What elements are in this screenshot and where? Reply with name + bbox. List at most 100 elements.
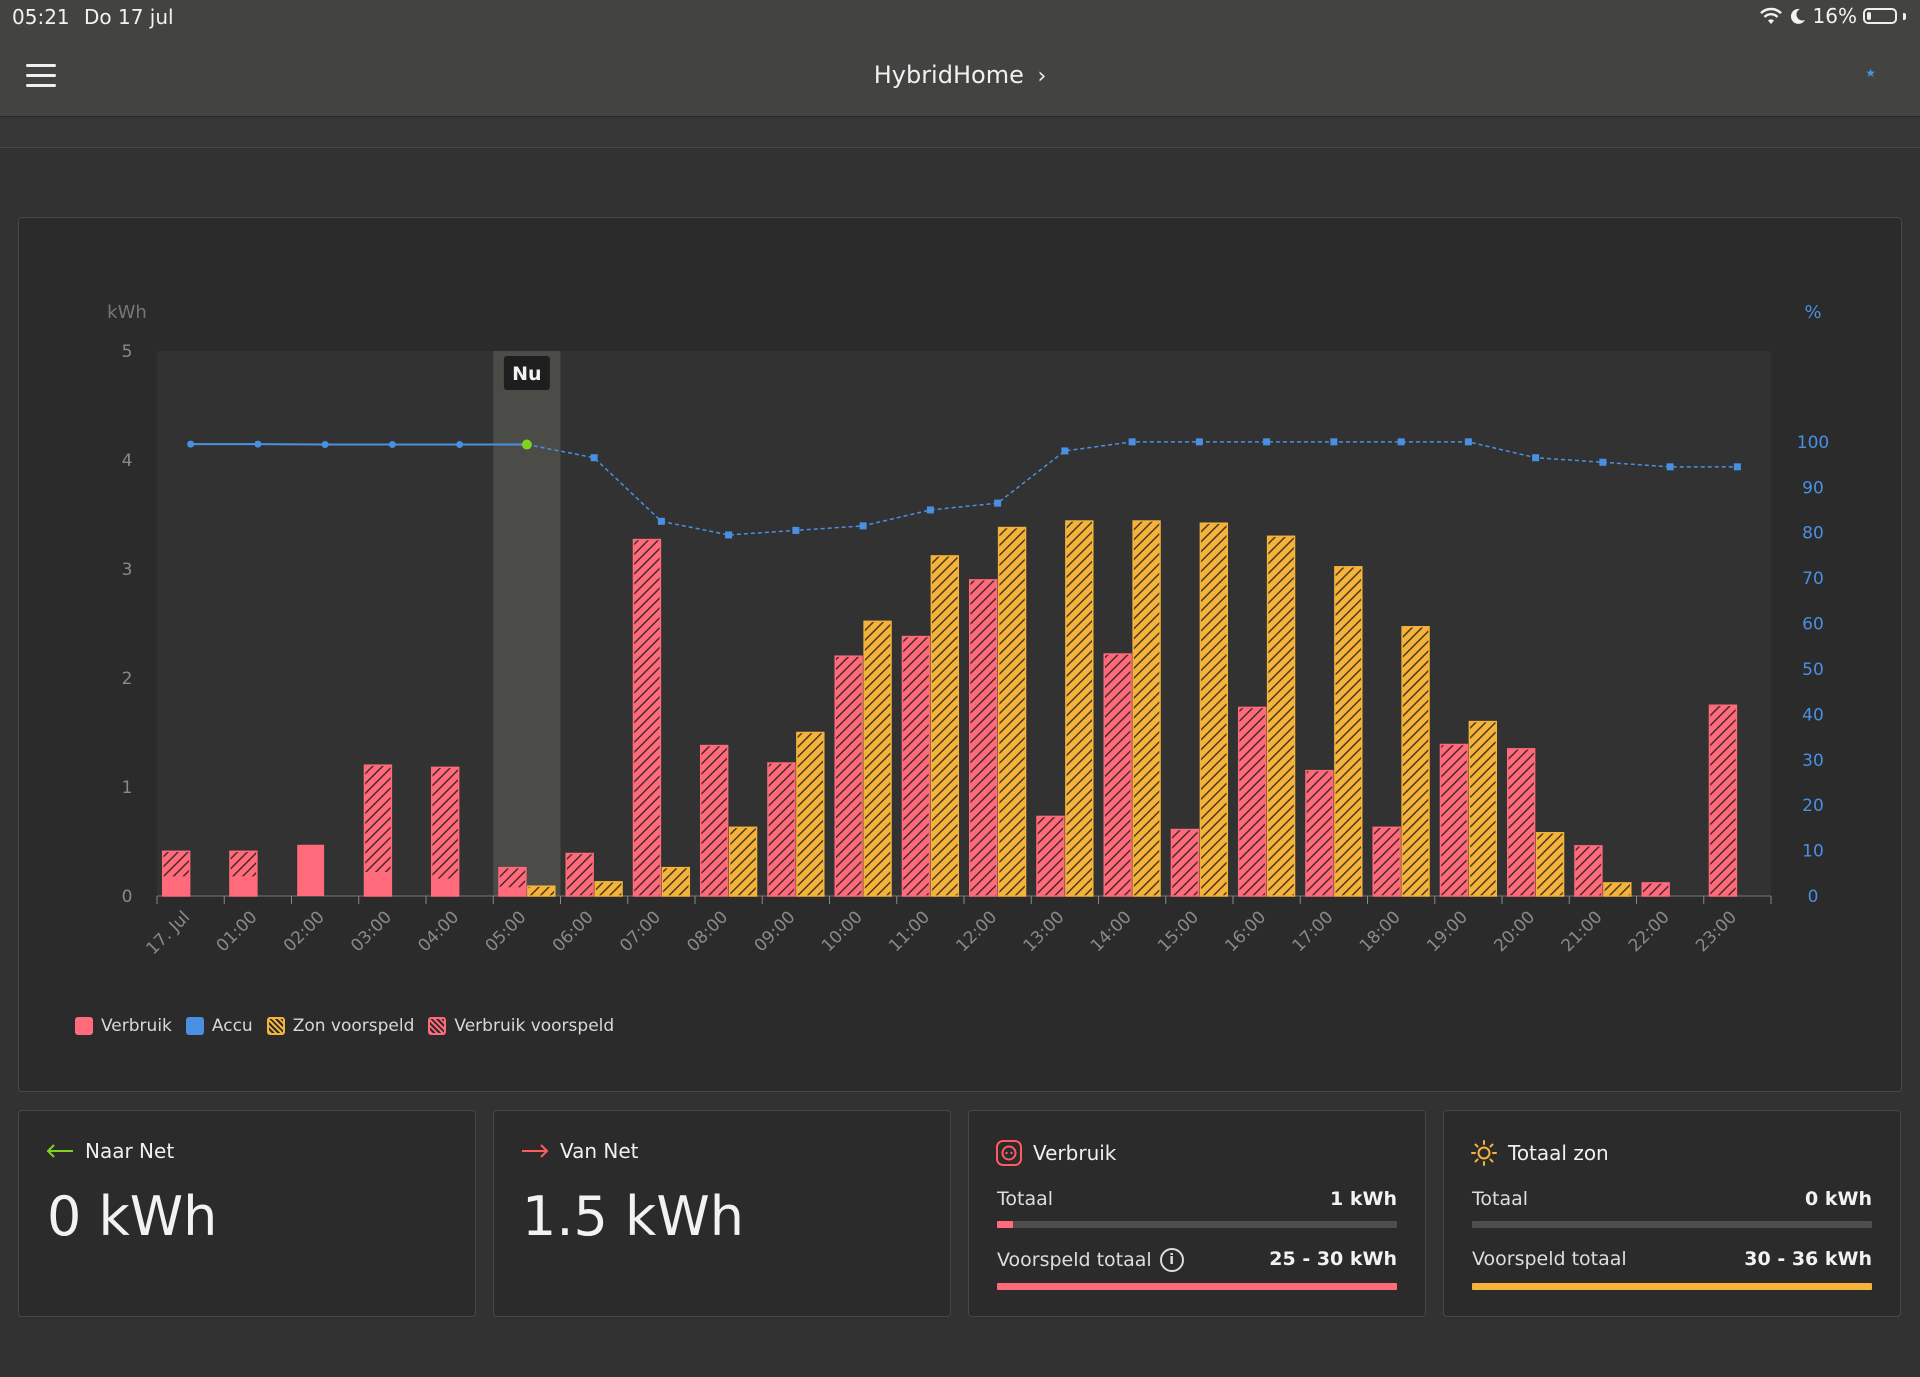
accu-point-forecast	[926, 506, 934, 514]
arrow-left-icon	[46, 1144, 73, 1158]
y-tick-left: 0	[122, 887, 133, 907]
bar-verbruik	[297, 844, 325, 896]
x-tick-label: 18:00	[1356, 907, 1405, 956]
accu-point	[187, 440, 195, 448]
wifi-icon	[1759, 7, 1782, 24]
bar-zon-voorspeld	[661, 866, 691, 897]
bar-zon-voorspeld	[997, 526, 1027, 897]
y-tick-right: 20	[1802, 796, 1824, 816]
sub-header	[0, 117, 1920, 148]
van-net-value: 1.5 kWh	[522, 1185, 744, 1248]
bar-zon-voorspeld	[796, 731, 825, 897]
bar-zon-voorspeld	[1401, 626, 1430, 897]
legend-item[interactable]: Verbruik voorspeld	[428, 1016, 614, 1036]
bar-zon-voorspeld	[527, 885, 556, 897]
card-title-naar-net: Naar Net	[85, 1139, 175, 1163]
y-tick-right: 30	[1802, 751, 1824, 771]
legend-label: Verbruik	[101, 1016, 172, 1036]
verbruik-voorspeld-value: 25 - 30 kWh	[1269, 1248, 1397, 1270]
y-tick-left: 1	[122, 778, 133, 798]
x-tick-label: 19:00	[1423, 907, 1472, 956]
accu-point	[456, 441, 464, 449]
bar-verbruik-voorspeld	[1103, 653, 1132, 897]
accu-point-forecast	[1599, 458, 1607, 466]
x-tick-label: 20:00	[1490, 907, 1539, 956]
accu-point-forecast	[725, 531, 733, 539]
chart-legend: Verbruik Accu Zon voorspeld Verbruik voorsp…	[75, 1016, 614, 1036]
accu-point-forecast	[1061, 447, 1069, 455]
bar-verbruik-voorspeld	[1641, 882, 1670, 897]
y-axis-right-unit: %	[1804, 302, 1821, 323]
legend-swatch	[428, 1017, 447, 1035]
zon-totaal-row: Totaal 0 kWh	[1472, 1188, 1872, 1210]
card-title-verbruik: Verbruik	[1033, 1141, 1117, 1165]
bar-zon-voorspeld	[1468, 720, 1498, 897]
page-title-label: HybridHome	[873, 61, 1024, 89]
bar-zon-voorspeld	[930, 555, 960, 897]
accu-point-forecast	[1733, 463, 1741, 471]
hamburger-menu-icon[interactable]	[26, 64, 56, 88]
x-tick-label: 12:00	[952, 907, 1001, 956]
energy-chart[interactable]: Nu kWh 0 1 2 3 4 5% 0 10 20 30 40 50 60 70 80 90 100 17. Ju…	[19, 218, 1903, 998]
x-tick-label: 09:00	[751, 907, 800, 956]
y-tick-right: 60	[1802, 615, 1824, 635]
x-tick-label: 17:00	[1289, 907, 1338, 956]
x-tick-label: 15:00	[1154, 907, 1203, 956]
bar-verbruik	[498, 887, 526, 896]
accu-point-now	[521, 439, 532, 450]
verbruik-totaal-bar-fill	[997, 1221, 1013, 1228]
y-tick-right: 100	[1797, 433, 1829, 453]
x-tick-label: 16:00	[1221, 907, 1270, 956]
x-tick-label: 10:00	[818, 907, 867, 956]
legend-item[interactable]: Verbruik	[75, 1016, 172, 1036]
bar-zon-voorspeld	[1603, 882, 1632, 897]
card-van-net: Van Net 1.5 kWh	[493, 1110, 951, 1317]
bar-zon-voorspeld	[594, 881, 623, 897]
y-tick-right: 0	[1808, 887, 1819, 907]
bar-verbruik-voorspeld	[1305, 769, 1334, 897]
bar-verbruik-voorspeld	[699, 744, 729, 897]
accu-point-forecast	[657, 517, 665, 525]
accu-point	[254, 440, 262, 448]
x-tick-label: 03:00	[347, 907, 396, 956]
accu-point-forecast	[1128, 438, 1136, 446]
y-tick-right: 90	[1802, 478, 1824, 498]
bar-zon-voorspeld	[1065, 520, 1094, 897]
energy-chart-card: Nu kWh 0 1 2 3 4 5% 0 10 20 30 40 50 60 70 80 90 100 17. Ju…	[18, 217, 1902, 1092]
bar-verbruik	[364, 872, 392, 896]
y-tick-right: 70	[1802, 569, 1824, 589]
accu-point-forecast	[1532, 454, 1540, 462]
zon-totaal-bar	[1472, 1221, 1872, 1228]
bar-zon-voorspeld	[863, 620, 892, 897]
bar-verbruik-voorspeld	[1708, 704, 1738, 897]
card-verbruik: Verbruik Totaal 1 kWh Voorspeld totaal i…	[968, 1110, 1426, 1317]
y-tick-right: 80	[1802, 524, 1824, 544]
bar-zon-voorspeld	[1132, 520, 1161, 897]
bar-verbruik	[229, 876, 257, 896]
bar-zon-voorspeld	[1266, 535, 1296, 897]
y-tick-right: 50	[1802, 660, 1824, 680]
x-tick-label: 23:00	[1692, 907, 1741, 956]
bar-zon-voorspeld	[1535, 832, 1565, 897]
y-tick-right: 10	[1802, 842, 1824, 862]
legend-item[interactable]: Accu	[185, 1016, 253, 1036]
accu-point-forecast	[1464, 438, 1472, 446]
bar-verbruik-voorspeld	[1170, 828, 1200, 897]
star-icon[interactable]: ★	[1865, 66, 1876, 80]
bar-zon-voorspeld	[728, 826, 758, 897]
zon-totaal-label: Totaal	[1472, 1188, 1529, 1210]
naar-net-value: 0 kWh	[47, 1185, 218, 1248]
info-icon[interactable]: i	[1159, 1248, 1184, 1272]
x-tick-label: 22:00	[1625, 907, 1674, 956]
plot-area	[157, 351, 1771, 896]
bar-verbruik-voorspeld	[1506, 748, 1536, 897]
bar-verbruik-voorspeld	[834, 655, 863, 897]
accu-point-forecast	[994, 499, 1002, 507]
bar-zon-voorspeld	[1334, 566, 1363, 897]
zon-voorspeld-row: Voorspeld totaal 30 - 36 kWh	[1472, 1248, 1872, 1270]
zon-voorspeld-value: 30 - 36 kWh	[1744, 1248, 1872, 1270]
card-naar-net: Naar Net 0 kWh	[18, 1110, 476, 1317]
legend-item[interactable]: Zon voorspeld	[266, 1016, 414, 1036]
verbruik-voorspeld-label-group: Voorspeld totaal i	[997, 1248, 1184, 1272]
page-title[interactable]: HybridHome ›	[0, 61, 1920, 89]
